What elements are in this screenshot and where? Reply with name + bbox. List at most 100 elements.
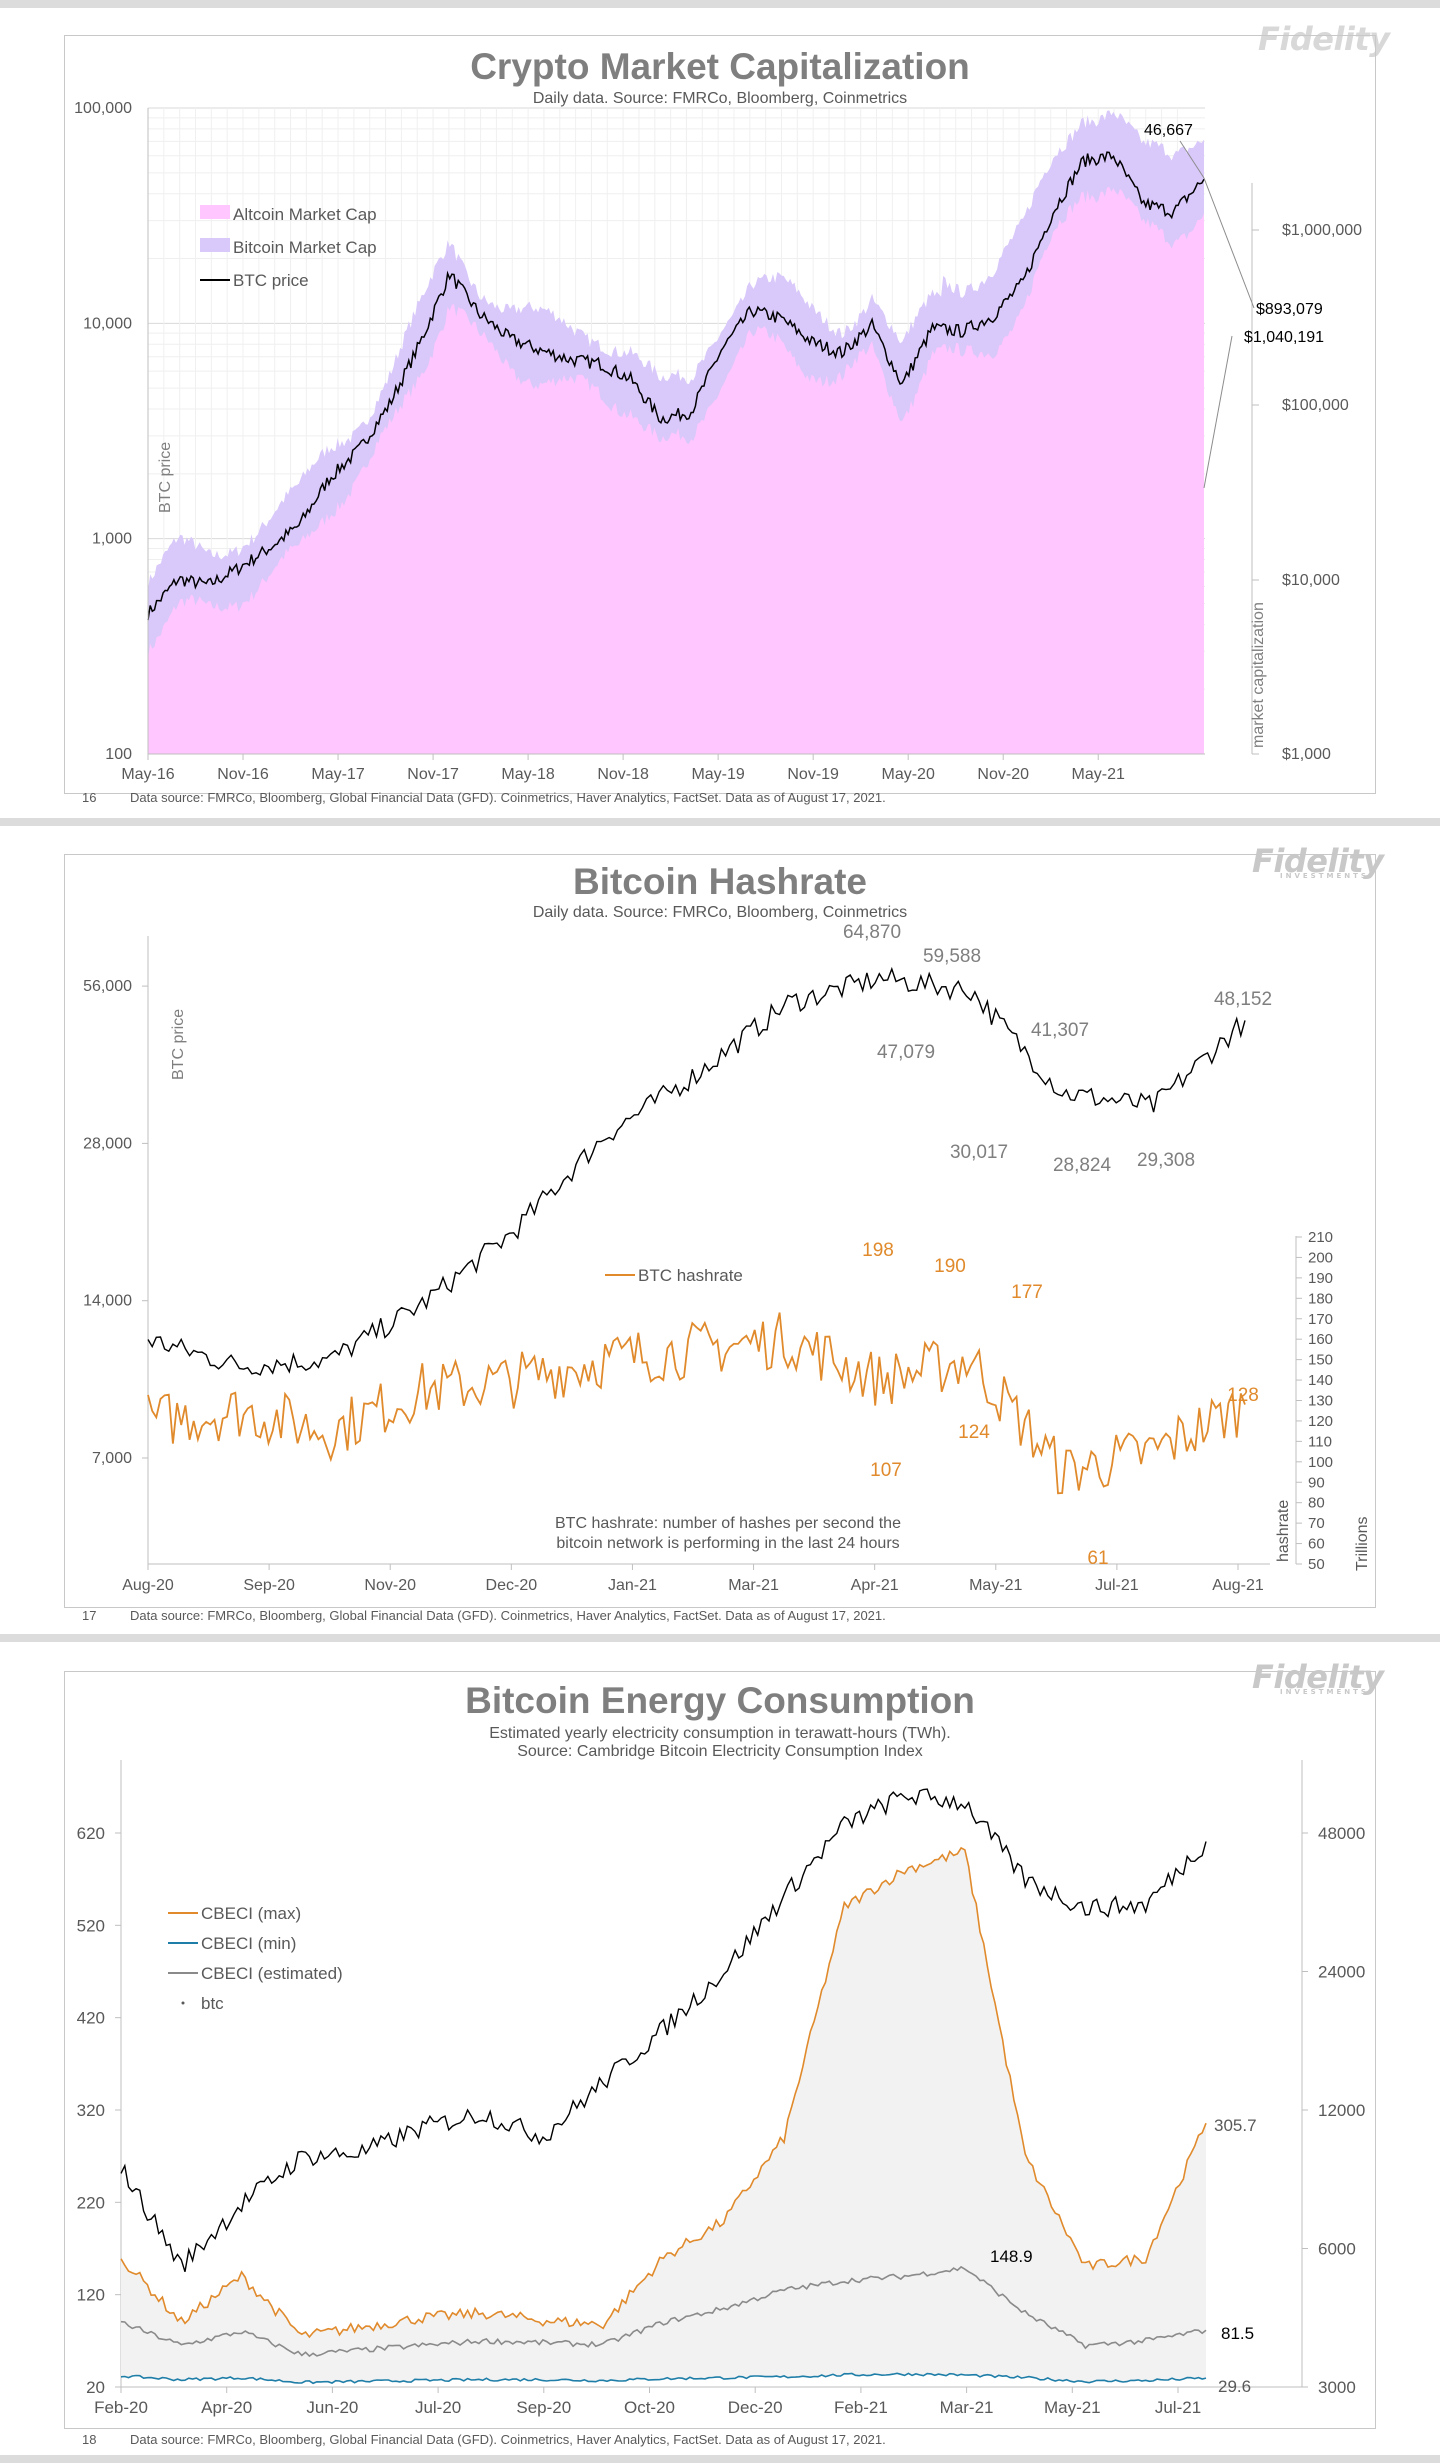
x-tick-label: Mar-21: [940, 2398, 994, 2417]
y-axis-right-unit: Trillions: [1354, 1516, 1371, 1571]
y-left-tick-label: 220: [77, 2193, 105, 2212]
y-right-tick-label: 180: [1308, 1290, 1333, 1307]
x-tick-label: Aug-20: [122, 1577, 174, 1594]
y-right-tick-label: 150: [1308, 1352, 1333, 1369]
bitcoin-energy-chart: 20 120 220 320 420 520 620 3000 6000 12000 24000 48…: [77, 1760, 1365, 2417]
y-left-tick-label: 1,000: [92, 531, 132, 548]
chart-note: bitcoin network is performing in the las…: [556, 1535, 899, 1552]
data-source-footer: Data source: FMRCo, Bloomberg, Global Fi…: [130, 2432, 886, 2447]
chart-title: Crypto Market Capitalization: [470, 46, 970, 87]
btc-price-line: [147, 966, 1246, 1376]
y-left-tick-label: 7,000: [92, 1450, 132, 1467]
x-tick-label: Nov-19: [787, 766, 839, 783]
y-left-tick-label: 520: [77, 1916, 105, 1935]
series-end-label: 305.7: [1214, 2116, 1257, 2135]
legend-label: BTC price: [233, 271, 309, 290]
price-data-label: 30,017: [950, 1142, 1008, 1163]
y-axis-left-label: BTC price: [170, 1009, 187, 1080]
y-right-tick-label: 80: [1308, 1495, 1325, 1512]
hashrate-data-label: 107: [870, 1460, 902, 1481]
x-tick-label: Feb-21: [834, 2398, 888, 2417]
y-left-tick-label: 620: [77, 1824, 105, 1843]
y-right-tick-label: 170: [1308, 1311, 1333, 1328]
chart-panel: Bitcoin Hashrate Daily data. Source: FMR…: [64, 854, 1376, 1608]
x-tick-label: Mar-21: [728, 1577, 779, 1594]
btc-price-line: [147, 151, 1205, 621]
x-tick-label: Sep-20: [243, 1577, 295, 1594]
bitcoin-hashrate-chart: 7,000 14,000 28,000 56,000 50 60 70 80 90 100 110 1…: [83, 922, 1371, 1594]
y-left-tick-label: 320: [77, 2101, 105, 2120]
x-tick-label: Jul-21: [1155, 2398, 1201, 2417]
price-data-label: 48,152: [1214, 989, 1272, 1010]
hashrate-data-label: 190: [934, 1256, 966, 1277]
y-left-tick-label: 100,000: [74, 100, 132, 117]
series-end-label: 29.6: [1218, 2377, 1251, 2396]
y-right-tick-label: 6000: [1318, 2240, 1356, 2259]
data-source-footer: Data source: FMRCo, Bloomberg, Global Fi…: [130, 1608, 886, 1623]
y-right-tick-label: 24000: [1318, 1963, 1365, 1982]
annotation-btc-price: 46,667: [1144, 122, 1193, 139]
x-tick-label: Dec-20: [728, 2398, 783, 2417]
x-tick-label: Nov-20: [364, 1577, 416, 1594]
hashrate-data-label: 177: [1011, 1282, 1043, 1303]
y-axis-left-label: BTC price: [157, 442, 174, 513]
annotation-altcoin-cap: $893,079: [1256, 301, 1323, 318]
series-end-label: 148.9: [990, 2247, 1033, 2266]
fidelity-logo: Fidelity INVESTMENTS: [1252, 1658, 1384, 1696]
y-right-tick-label: 120: [1308, 1413, 1333, 1430]
y-right-tick-label: 210: [1308, 1229, 1333, 1246]
y-right-tick-label: 50: [1308, 1556, 1325, 1573]
y-right-tick-label: 140: [1308, 1372, 1333, 1389]
btc-hashrate-line: [147, 1312, 1246, 1495]
y-right-tick-label: 160: [1308, 1331, 1333, 1348]
chart-title: Bitcoin Hashrate: [572, 861, 867, 902]
y-axis-right-label: market capitalization: [1250, 602, 1267, 748]
x-tick-label: Nov-16: [217, 766, 269, 783]
hashrate-data-label: 61: [1087, 1548, 1108, 1569]
hashrate-data-label: 128: [1227, 1385, 1259, 1406]
y-left-tick-label: 120: [77, 2286, 105, 2305]
annotation-leader: [1179, 140, 1205, 179]
y-axis-right-label: hashrate: [1275, 1500, 1292, 1562]
chart-subtitle-line2: Source: Cambridge Bitcoin Electricity Co…: [517, 1743, 923, 1760]
x-tick-label: May-19: [691, 766, 744, 783]
x-tick-label: Jun-20: [306, 2398, 358, 2417]
x-tick-label: Nov-20: [977, 766, 1029, 783]
y-right-tick-label: 200: [1308, 1249, 1333, 1266]
legend-label: CBECI (estimated): [201, 1964, 343, 1983]
y-left-tick-label: 14,000: [83, 1293, 132, 1310]
legend-swatch: [200, 205, 230, 219]
x-tick-label: Dec-20: [486, 1577, 538, 1594]
chart-note: BTC hashrate: number of hashes per secon…: [555, 1515, 901, 1532]
x-tick-label: Nov-17: [407, 766, 459, 783]
chart-subtitle-line1: Estimated yearly electricity consumption…: [489, 1725, 951, 1742]
x-tick-label: Oct-20: [624, 2398, 675, 2417]
legend-label: Altcoin Market Cap: [233, 205, 377, 224]
y-right-tick-label: 48000: [1318, 1824, 1365, 1843]
x-tick-label: May-21: [969, 1577, 1022, 1594]
slide-bitcoin-hashrate: Bitcoin Hashrate Daily data. Source: FMR…: [0, 826, 1440, 1634]
y-right-tick-label: 130: [1308, 1393, 1333, 1410]
x-tick-label: May-18: [501, 766, 554, 783]
y-left-tick-label: 100: [105, 746, 132, 763]
x-tick-label: Aug-21: [1212, 1577, 1264, 1594]
y-right-tick-label: 3000: [1318, 2378, 1356, 2397]
cbeci-max-line: [120, 1846, 1207, 2339]
x-tick-label: May-21: [1044, 2398, 1101, 2417]
x-tick-label: Feb-20: [94, 2398, 148, 2417]
legend-swatch: [181, 2001, 185, 2005]
x-tick-label: Jul-21: [1095, 1577, 1139, 1594]
bitcoin-market-cap-area: [148, 186, 1204, 755]
fidelity-logo: Fidelity INVESTMENTS: [1252, 842, 1384, 880]
series-end-label: 81.5: [1221, 2324, 1254, 2343]
price-data-label: 59,588: [923, 946, 981, 967]
y-right-tick-label: 60: [1308, 1536, 1325, 1553]
y-right-tick-label: 100: [1308, 1454, 1333, 1471]
cbeci-range-band: [121, 1847, 1206, 2384]
y-right-tick-label: 190: [1308, 1270, 1333, 1287]
price-data-label: 41,307: [1031, 1020, 1089, 1041]
slide-bitcoin-energy: Bitcoin Energy Consumption Estimated yea…: [0, 1642, 1440, 2455]
btc-price-line: [120, 1788, 1207, 2273]
y-left-tick-label: 56,000: [83, 978, 132, 995]
y-right-tick-label: $10,000: [1282, 572, 1340, 589]
